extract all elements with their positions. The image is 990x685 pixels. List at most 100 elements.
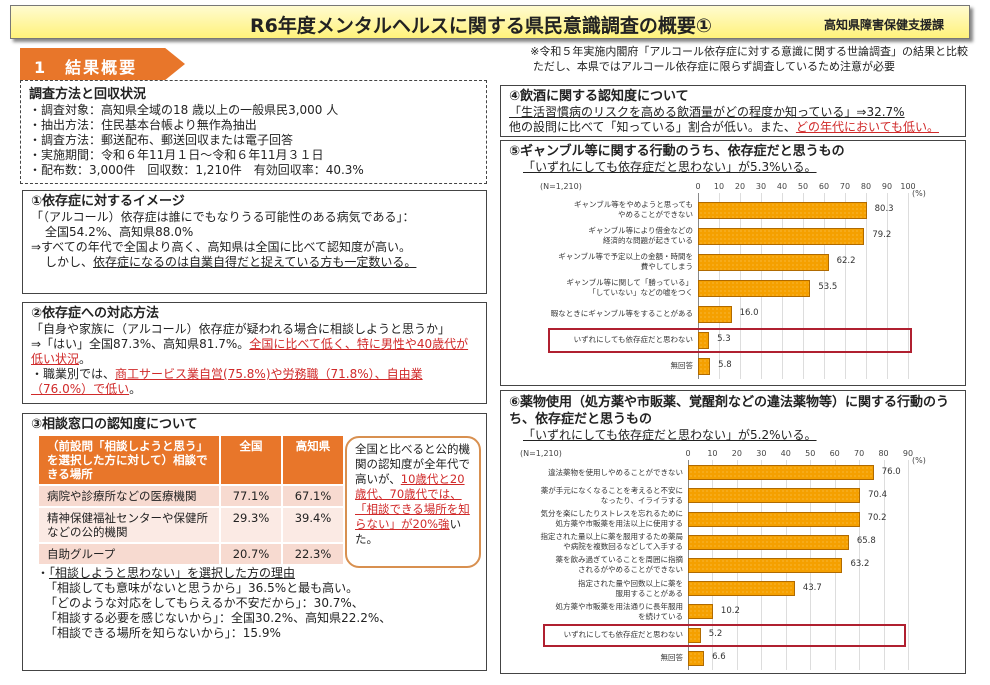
bar xyxy=(688,604,713,620)
table-row: 自助グループ 20.7% 22.3% xyxy=(39,544,343,564)
reason-item: 「相談しても意味がないと思うから」36.5%と最も高い。 xyxy=(45,581,359,595)
bar xyxy=(698,305,732,323)
category-label: 処方薬や市販薬を用法通りに長年服用 を続けている xyxy=(555,601,684,621)
n-label: (N=1,210) xyxy=(540,182,582,191)
text: 全国と比べると公的機関の認知度が全年代で高いが、 xyxy=(355,442,470,486)
consultation-table: （前設問「相談しようと思う」を選択した方に対して）相談できる場所 全国 高知県 病院… xyxy=(37,434,345,566)
tick-label: 50 xyxy=(805,449,816,458)
category-label: 無回答 xyxy=(660,653,684,663)
category-label: ギャンブル等により借金などの 経済的な問題が起きている xyxy=(588,226,693,245)
highlight-text: どの年代においても低い。 xyxy=(795,120,939,134)
category-label: ギャンブル等に関して「勝っている」 「していない」などの嘘をつく xyxy=(566,278,693,297)
category-label: いずれにしても依存症だと思わない xyxy=(573,335,693,344)
section-6-heading: ⑥薬物使用（処方薬や市販薬、覚醒剤などの違法薬物等）に関する行動のうち、依存症だ… xyxy=(509,395,950,427)
bar xyxy=(698,279,811,297)
method-heading: 調査方法と回収状況 xyxy=(29,87,147,102)
text: いた。 xyxy=(355,517,462,546)
page-title: R6年度メンタルヘルスに関する県民意識調査の概要① xyxy=(250,15,712,37)
note-line-2: ただし、本県ではアルコール依存症に限らず調査しているため注意が必要 xyxy=(532,60,895,73)
bar xyxy=(688,488,861,504)
table-header: 高知県 xyxy=(283,436,343,484)
section-5-heading: ⑤ギャンブル等に関する行動のうち、依存症だと思うもの xyxy=(509,144,845,159)
highlight-text: 全国に比べて低く、特に男性や40歳代が低い状況 xyxy=(31,337,469,366)
section-tab: 1 結果概要 xyxy=(20,48,185,80)
cell: 77.1% xyxy=(221,486,281,506)
survey-method-box: 調査方法と回収状況 ・調査対象：高知県全域の18 歳以上の一般県民3,000 人… xyxy=(20,80,487,184)
title-bar: R6年度メンタルヘルスに関する県民意識調査の概要① 高知県障害保健支援課 xyxy=(10,5,970,39)
bar xyxy=(688,581,795,597)
cell: 病院や診療所などの医療機関 xyxy=(39,486,219,506)
category-label: 指定された量や回数以上に薬を 服用することがある xyxy=(578,578,683,598)
section-2-box: ②依存症への対応方法 「自身や家族に（アルコール）依存症が疑われる場合に相談しよ… xyxy=(22,302,487,404)
callout-bubble: 全国と比べると公的機関の認知度が全年代で高いが、10歳代と20歳代、70歳代では… xyxy=(345,436,481,568)
data-label: 10.2 xyxy=(720,605,740,616)
tick-label: 20 xyxy=(731,449,742,458)
category-label: ギャンブル等をやめようと思っても やめることができない xyxy=(573,200,693,219)
reason-item: 「相談する必要を感じないから」：全国30.2%、高知県22.2%、 xyxy=(45,611,392,625)
tick-label: 20 xyxy=(734,182,746,191)
reason-item: 「相談できる場所を知らないから」：15.9% xyxy=(45,626,281,640)
cell: 22.3% xyxy=(283,544,343,564)
tick-label: 70 xyxy=(854,449,865,458)
text: ・職業別では、 xyxy=(31,367,116,381)
section-4-heading: ④飲酒に関する認知度について xyxy=(509,89,689,104)
data-label: 43.7 xyxy=(802,582,822,593)
gridline xyxy=(845,193,846,379)
gridline xyxy=(887,193,888,379)
data-label: 65.8 xyxy=(856,536,876,547)
data-label: 63.2 xyxy=(850,559,870,570)
unit-label: (%) xyxy=(912,189,926,198)
n-label: (N=1,210) xyxy=(520,449,562,458)
highlight-text: 商工サービス業自営(75.8%)や労務職（71.8%）、自由業（76.0%）で低… xyxy=(31,367,423,396)
text: しかし、 xyxy=(45,255,94,269)
section-3-box: ③相談窓口の認知度について （前設問「相談しようと思う」を選択した方に対して）相… xyxy=(22,413,487,671)
data-label: 70.2 xyxy=(867,513,887,523)
tick-label: 30 xyxy=(755,182,767,191)
cell: 20.7% xyxy=(221,544,281,564)
category-label: いずれにしても依存症だと思わない xyxy=(563,630,683,639)
data-label: 70.4 xyxy=(868,489,888,500)
data-label: 16.0 xyxy=(739,308,759,318)
tick-label: 60 xyxy=(829,449,840,458)
text: 全国54.2%、高知県88.0% xyxy=(45,225,194,239)
gridline xyxy=(908,460,909,670)
category-label: 違法薬物を使用しやめることができない xyxy=(548,467,683,477)
data-label: 76.0 xyxy=(881,466,901,477)
cell: 精神保健福祉センターや保健所などの公的機関 xyxy=(39,508,219,542)
underlined-text: 「生活習慣病のリスクを高める飲酒量がどの程度か知っている」⇒32.7% xyxy=(509,105,905,119)
tick-label: 50 xyxy=(797,182,809,191)
section-1-heading: ①依存症に対するイメージ xyxy=(31,194,185,209)
bar xyxy=(688,511,860,527)
category-label: 指定された量以上に薬を服用するため薬局 や病院を複数回るなどして入手する xyxy=(540,532,684,552)
cell: 39.4% xyxy=(283,508,343,542)
bar xyxy=(688,557,843,573)
cell: 自助グループ xyxy=(39,544,219,564)
highlight-box xyxy=(548,328,912,353)
text: 「自身や家族に（アルコール）依存症が疑われる場合に相談しようと思うか」 xyxy=(31,322,451,336)
data-label: 5.2 xyxy=(708,629,723,639)
bar xyxy=(698,227,865,245)
tick-label: 80 xyxy=(878,449,889,458)
data-label: 80.3 xyxy=(874,204,894,214)
table-header: 全国 xyxy=(221,436,281,484)
section-3-heading: ③相談窓口の認知度について xyxy=(31,417,198,432)
tick-label: 30 xyxy=(756,449,767,458)
tick-label: 40 xyxy=(776,182,788,191)
subheading: 「いずれにしても依存症だと思わない」が5.3%いる。 xyxy=(523,160,817,174)
tick-label: 70 xyxy=(839,182,851,191)
text: 他の設問に比べて「知っている」割合が低い。また、 xyxy=(509,120,796,134)
method-item: ・抽出方法：住民基本台帳より無作為抽出 xyxy=(29,118,257,132)
tick-label: 0 xyxy=(695,182,701,191)
category-label: 薬が手元になくなることを考えると不安に なったり、イライラする xyxy=(540,485,683,505)
section-2-heading: ②依存症への対応方法 xyxy=(31,306,160,321)
department-label: 高知県障害保健支援課 xyxy=(823,18,944,32)
bar xyxy=(688,534,849,550)
bar xyxy=(688,650,705,666)
gridline xyxy=(908,193,909,379)
unit-label: (%) xyxy=(912,456,926,465)
tick-label: 40 xyxy=(780,449,791,458)
text: 。 xyxy=(129,382,142,396)
text: 「（アルコール）依存症は誰にでもなりうる可能性のある病気である」： xyxy=(31,210,415,224)
tick-label: 80 xyxy=(860,182,872,191)
tick-label: 10 xyxy=(707,449,718,458)
